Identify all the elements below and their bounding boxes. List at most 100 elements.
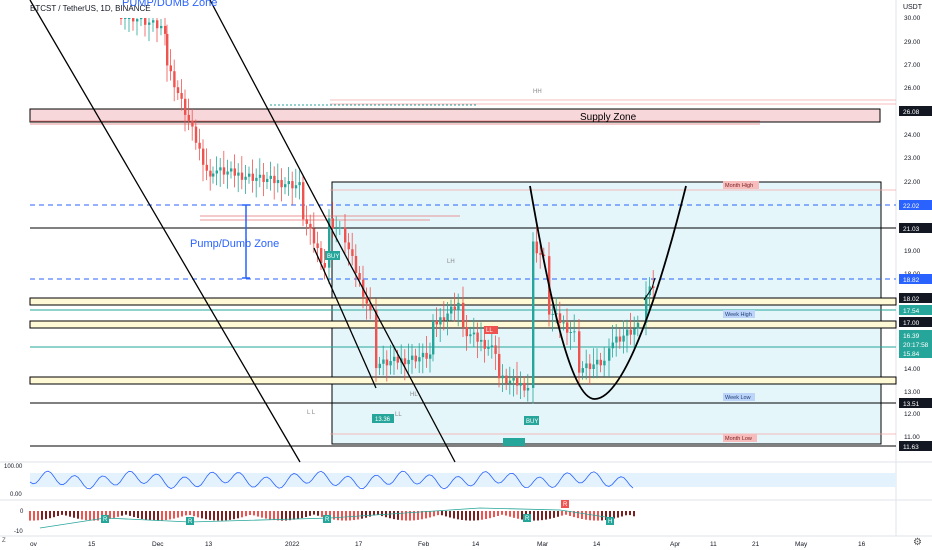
candle-body: [219, 167, 222, 171]
week-low-label: Week Low: [725, 395, 751, 401]
candle-body: [476, 332, 479, 342]
candle-body: [335, 228, 338, 229]
candle-body: [418, 357, 421, 362]
trendline-1: [29, 0, 301, 463]
candle-body: [599, 359, 602, 366]
swing-marker: LL: [395, 412, 402, 418]
time-tick: 11: [710, 541, 717, 548]
price-tick: 14.00: [904, 366, 921, 373]
candle-body: [347, 242, 350, 250]
candle-body: [237, 172, 240, 176]
candle-body: [487, 347, 490, 349]
price-badge: [899, 317, 932, 327]
candle-body: [344, 227, 347, 243]
candles-group: [120, 18, 655, 404]
candle-body: [512, 378, 515, 381]
candle-body: [240, 172, 244, 180]
osc2-marker-label: R: [103, 517, 108, 523]
candle-body: [429, 354, 432, 359]
osc2-marker: [561, 500, 569, 508]
osc2-marker: [606, 517, 614, 525]
candle-body: [573, 331, 576, 333]
candle-body: [407, 359, 410, 365]
candle-body: [209, 170, 212, 177]
pump-dumb-label: Pump/Dumb Zone: [190, 238, 279, 250]
range-box: [331, 181, 882, 445]
price-badge-value: 11.63: [903, 444, 919, 451]
candle-body: [176, 87, 180, 94]
candle-body: [472, 332, 476, 335]
candle-body: [132, 18, 135, 22]
candle-body: [652, 286, 655, 288]
price-tick: 22.00: [904, 179, 921, 186]
candle-body: [636, 322, 640, 329]
candle-body: [629, 329, 632, 335]
candle-body: [230, 168, 233, 172]
candle-body: [569, 332, 572, 333]
candle-body: [523, 382, 526, 391]
osc1-line: [29, 470, 634, 490]
candle-body: [501, 375, 504, 379]
candle-body: [457, 302, 460, 310]
supply-zone-rect: [29, 108, 881, 123]
candle-body: [519, 382, 522, 386]
support-band-3: [29, 376, 897, 385]
buy-label-2: BUY: [526, 419, 538, 425]
candle-body: [396, 356, 399, 363]
candle-body: [516, 378, 519, 386]
osc1-tick-bottom: 0.00: [10, 492, 22, 498]
candle-body: [316, 243, 319, 249]
time-tick: 21: [752, 541, 760, 548]
osc2-marker: [323, 515, 331, 523]
candle-body: [562, 322, 565, 324]
candle-body: [462, 302, 465, 327]
swing-marker: HL: [410, 392, 418, 398]
osc2-marker-label: R: [325, 517, 330, 523]
candle-body: [160, 25, 163, 29]
candle-body: [508, 380, 512, 384]
osc2-signal: [39, 507, 613, 529]
osc2-marker-label: R: [563, 502, 568, 508]
candle-body: [169, 65, 172, 72]
z-label[interactable]: Z: [2, 538, 6, 544]
symbol-title: BTCST / TetherUS, 1D, BINANCE: [30, 4, 151, 13]
candle-body: [618, 336, 622, 342]
candle-body: [498, 353, 501, 379]
candle-body: [622, 335, 625, 342]
price-badge: [899, 441, 932, 451]
supply-zone-label: Supply Zone: [580, 112, 637, 123]
candle-body: [191, 120, 194, 127]
week-low-tag: [723, 393, 755, 401]
candle-body: [403, 358, 407, 365]
candle-body: [273, 175, 276, 184]
candle-body: [276, 179, 280, 184]
osc2-marker: [523, 514, 531, 522]
candle-body: [389, 361, 392, 366]
currency-label: USDT: [902, 4, 922, 11]
price-tick: 13.00: [904, 389, 921, 396]
candle-body: [539, 253, 542, 255]
candle-body: [351, 249, 354, 256]
price-badge: [899, 348, 932, 358]
candle-body: [596, 359, 599, 365]
candle-body: [269, 175, 272, 179]
osc1-tick-top: 100.00: [4, 464, 23, 470]
price-badge-value: 22.02: [903, 203, 920, 210]
price-badge: [899, 106, 932, 116]
candle-body: [558, 313, 562, 323]
candle-body: [148, 22, 151, 25]
price-badge: [899, 398, 932, 408]
candle-body: [505, 375, 508, 384]
price-tick: 19.00: [904, 248, 921, 255]
candle-body: [302, 182, 305, 220]
price-badge: [899, 200, 932, 210]
candle-body: [140, 18, 143, 20]
candle-body: [156, 20, 159, 29]
candle-body: [469, 334, 472, 337]
settings-icon[interactable]: ⚙: [913, 537, 922, 548]
candle-body: [222, 167, 226, 175]
price-badge: [899, 339, 932, 349]
price-badge-value: 18.02: [903, 296, 920, 303]
price-tick: 11.00: [904, 434, 920, 441]
osc2-tick-bottom: -10: [14, 529, 23, 535]
